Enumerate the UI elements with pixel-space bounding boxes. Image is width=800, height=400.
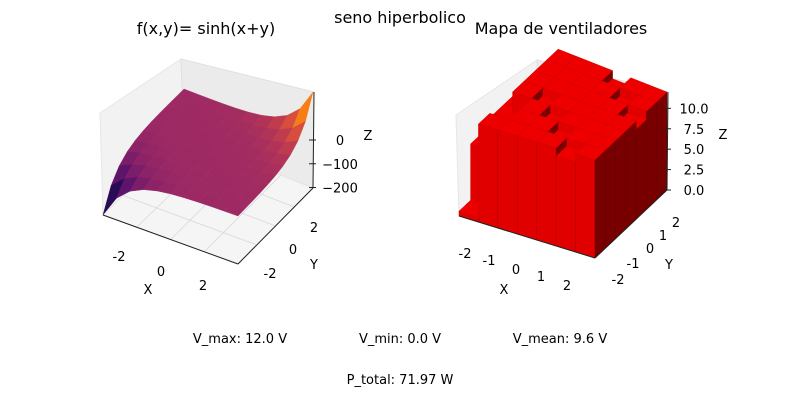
- surface-x-axis-line: [102, 214, 239, 265]
- bar3d-z-tick: 5.0: [684, 143, 705, 158]
- bar3d-plot: Mapa de ventiladores -2 -1 0 1 2 X -2 -1…: [455, 19, 728, 298]
- bar3d-y-tick: -1: [627, 257, 640, 272]
- figure-suptitle: seno hiperbolico: [334, 8, 466, 27]
- surface-y-tick: 2: [310, 221, 318, 236]
- surface-x-label: X: [144, 283, 153, 298]
- surface-grid-line: [203, 174, 282, 253]
- bar3d-z-tick: 0.0: [684, 184, 705, 199]
- surface-z-tick: −200: [322, 182, 358, 197]
- bar3d-x-axis-line: [458, 215, 596, 259]
- surface-z-label: Z: [364, 129, 373, 144]
- surface-y-label: Y: [309, 258, 318, 273]
- bar3d-y-tick: 1: [659, 229, 667, 244]
- stat-vmin: V_min: 0.0 V: [359, 332, 441, 347]
- bar3d-y-label: Y: [664, 258, 673, 273]
- surface-plot: f(x,y)= sinh(x+y) -2 0 2 X -2 0 2 Y 0 −10…: [99, 19, 373, 298]
- bar3d-y-tick: -2: [612, 273, 625, 288]
- bar3d-title: Mapa de ventiladores: [475, 19, 648, 38]
- bar3d-x-tick: 0: [512, 263, 520, 278]
- bar3d-x-tick: 1: [537, 270, 545, 285]
- bar3d-y-tick: 0: [646, 242, 654, 257]
- bar3d-z-tick: 2.5: [684, 164, 705, 179]
- bar3d-y-tick: 2: [672, 216, 680, 231]
- bar3d-x-tick: 2: [563, 279, 571, 294]
- surface-y-tick: -2: [264, 267, 277, 282]
- surface-x-tick: 0: [157, 265, 165, 280]
- bar3d-z-label: Z: [719, 128, 728, 143]
- stat-vmax: V_max: 12.0 V: [193, 332, 287, 347]
- surface-cell: [224, 203, 246, 217]
- bar3d-z-ticks: 0.0 2.5 5.0 7.5 10.0: [664, 102, 708, 199]
- surface-mesh: [102, 88, 314, 217]
- bar3d-x-label: X: [500, 283, 509, 298]
- fan-bar: [575, 143, 606, 259]
- surface-x-tick: -2: [113, 250, 126, 265]
- bar3d-z-tick: 10.0: [680, 102, 709, 117]
- surface-z-tick: −100: [322, 158, 358, 173]
- bar3d-z-tick: 7.5: [684, 123, 705, 138]
- surface-x-tick: 2: [199, 279, 207, 294]
- bar3d-bars: [458, 48, 668, 259]
- surface-y-axis-line: [237, 187, 314, 265]
- bar3d-x-tick: -1: [483, 254, 496, 269]
- surface-y-tick: 0: [289, 243, 297, 258]
- bar3d-x-tick: -2: [459, 247, 472, 262]
- stat-vmean: V_mean: 9.6 V: [513, 332, 608, 347]
- surface-z-ticks: 0 −100 −200: [309, 134, 358, 197]
- surface-z-tick: 0: [336, 134, 344, 149]
- bar3d-y-axis-line: [594, 189, 668, 259]
- surface-title: f(x,y)= sinh(x+y): [137, 19, 276, 38]
- stat-ptotal: P_total: 71.97 W: [347, 373, 454, 388]
